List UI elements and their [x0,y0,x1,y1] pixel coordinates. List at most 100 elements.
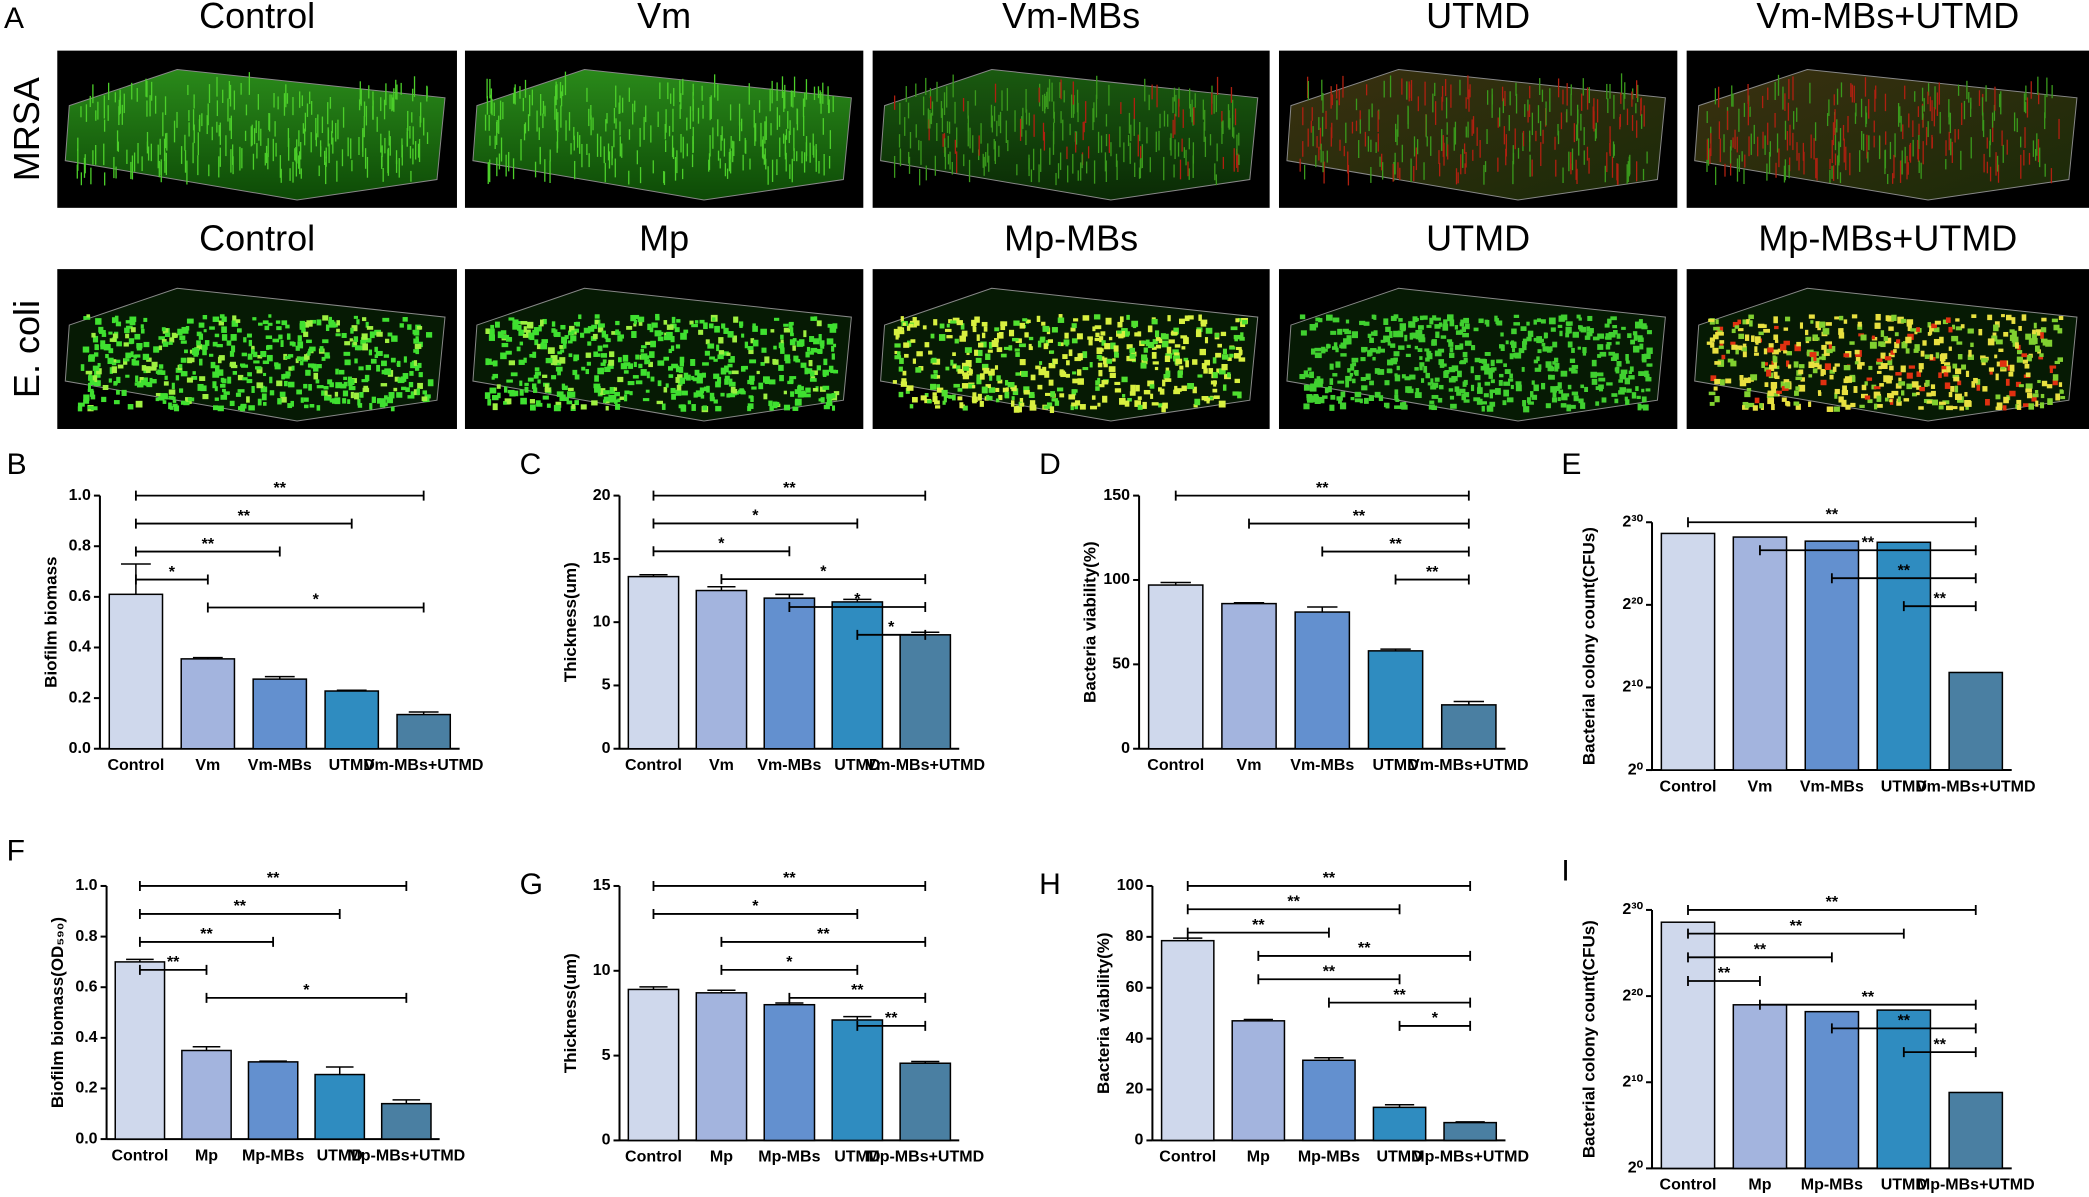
texture [987,349,993,353]
texture [1443,319,1448,324]
significance-label: * [718,536,725,553]
texture [1799,322,1804,329]
texture [100,344,107,350]
texture [1303,370,1309,375]
x-tick-label: Vm-MBs+UTMD [364,757,484,774]
texture [1383,335,1391,343]
texture [812,387,818,392]
texture [1920,350,1925,357]
texture [540,319,544,327]
texture [1029,400,1036,406]
texture [251,385,255,393]
texture [146,381,153,388]
texture [1483,393,1489,398]
x-tick-label: Control [107,757,164,774]
texture [425,332,433,338]
texture [1026,319,1031,324]
texture [87,406,94,410]
texture [1735,349,1739,355]
texture [1634,321,1642,329]
texture [1931,323,1937,329]
texture [212,381,217,389]
bar [1231,1020,1286,1142]
texture [2009,334,2015,341]
texture [1175,358,1183,365]
texture [1773,371,1778,379]
x-tick-label: Mp [195,1147,218,1164]
texture [256,382,264,389]
texture [354,345,362,351]
texture [1200,322,1207,327]
texture [1082,351,1088,359]
texture [2033,322,2037,329]
texture [1569,358,1576,363]
texture [350,327,354,334]
texture [540,342,545,348]
texture [360,339,367,345]
texture [1448,341,1454,347]
texture [761,347,767,353]
texture [1372,356,1376,361]
texture [972,398,977,404]
texture [1369,380,1374,386]
texture [349,338,353,342]
texture [1774,339,1779,343]
texture [758,382,764,390]
texture [1434,324,1441,329]
texture [1536,356,1540,362]
significance-label: ** [234,898,247,915]
texture [1895,372,1902,376]
texture [1414,392,1422,399]
panel-letter: D [1039,448,1061,481]
texture [1220,331,1227,337]
texture [726,393,731,398]
texture [901,378,907,382]
texture [1134,400,1141,407]
texture [324,390,328,396]
texture [410,391,415,396]
texture [1239,336,1245,341]
texture [1463,399,1470,403]
texture [490,324,495,329]
texture [571,404,576,410]
texture [180,357,187,363]
texture [1854,349,1860,355]
texture [996,332,1001,339]
texture [210,361,216,369]
texture [1638,371,1645,377]
texture [1559,330,1563,337]
texture [1611,393,1618,397]
texture [519,380,523,386]
texture [924,393,929,397]
texture [1367,333,1372,338]
texture [502,334,510,339]
texture [1337,380,1345,384]
texture [783,404,791,411]
bar [1660,921,1716,1170]
texture [623,394,628,402]
significance-label: * [854,591,861,608]
texture [341,332,347,338]
texture [1234,337,1238,342]
texture [823,404,830,410]
texture [809,351,814,355]
texture [221,334,228,341]
texture [744,341,749,349]
panel-letter: G [520,868,543,901]
texture [894,350,898,355]
texture [162,400,167,404]
texture [1480,365,1488,371]
texture [1549,366,1555,372]
significance-bracket [1687,976,1761,987]
texture [670,335,675,343]
y-axis-label: Bacteria viability(%) [1081,541,1100,703]
texture [609,351,615,358]
texture [1059,393,1065,398]
texture [1924,354,1931,359]
texture [1946,405,1953,411]
significance-bracket [652,518,859,529]
texture [503,401,507,405]
texture [1318,381,1323,388]
texture [828,365,834,372]
texture [1995,373,1999,381]
